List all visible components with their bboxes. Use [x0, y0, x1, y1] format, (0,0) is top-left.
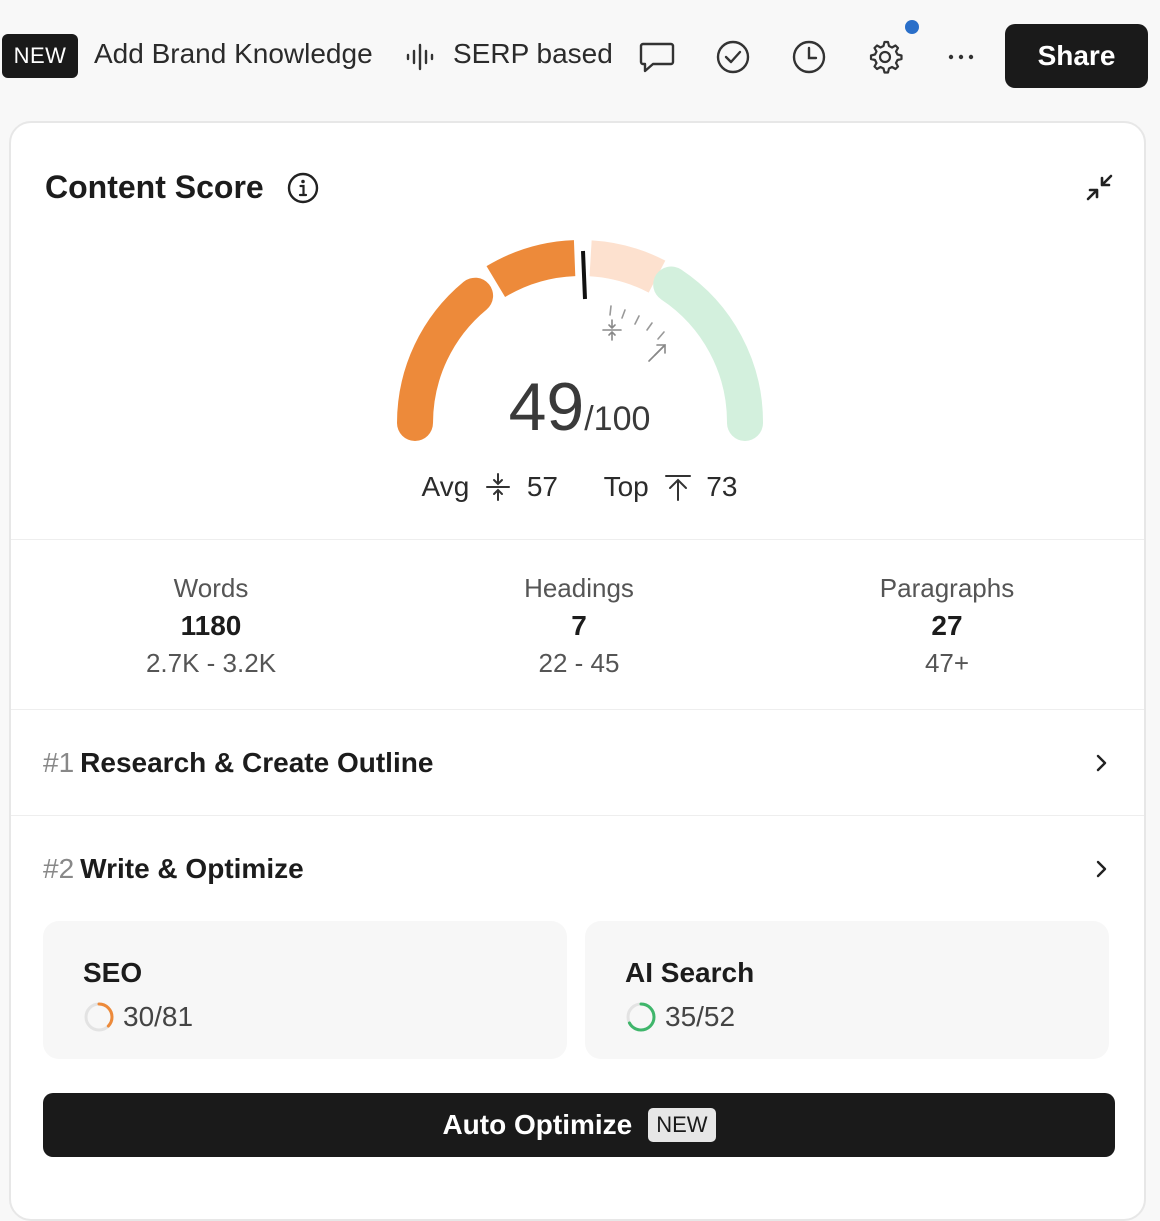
stat-range: 2.7K - 3.2K — [145, 648, 277, 678]
stat-label: Paragraphs — [879, 573, 1015, 603]
section-number: #2 — [43, 853, 75, 884]
divider — [11, 539, 1144, 540]
waveform-icon[interactable] — [404, 41, 436, 73]
auto-optimize-label: Auto Optimize — [442, 1109, 633, 1140]
avg-label: Avg — [421, 470, 470, 502]
section-write-optimize[interactable]: #2 Write & Optimize — [43, 853, 304, 885]
content-score-card: Content Score — [9, 121, 1146, 1221]
serp-based-label[interactable]: SERP based — [453, 38, 613, 69]
stat-value: 1180 — [180, 610, 242, 641]
check-circle-icon[interactable] — [714, 38, 752, 76]
ai-search-progress-ring — [626, 1002, 656, 1032]
gauge-segment-good — [653, 266, 764, 441]
share-button[interactable]: Share — [1005, 24, 1148, 88]
score-max: /100 — [584, 400, 651, 438]
avg-marker-icon — [602, 319, 622, 341]
gauge-dashes — [609, 305, 665, 340]
info-icon[interactable] — [286, 171, 320, 205]
stat-label: Headings — [524, 573, 634, 603]
stat-headings: Headings 7 22 - 45 — [429, 573, 729, 679]
section-research-outline[interactable]: #1 Research & Create Outline — [43, 747, 433, 779]
stat-range: 22 - 45 — [538, 648, 620, 678]
stat-value: 7 — [571, 610, 587, 641]
divider — [11, 709, 1144, 710]
seo-title: SEO — [83, 957, 143, 988]
divider — [11, 815, 1144, 816]
seo-score-card[interactable]: SEO 30/81 — [43, 921, 567, 1059]
stat-range: 47+ — [924, 648, 970, 678]
stat-words: Words 1180 2.7K - 3.2K — [61, 573, 361, 679]
section-title: Research & Create Outline — [80, 747, 434, 778]
more-icon[interactable] — [942, 38, 980, 76]
top-value: 73 — [706, 470, 738, 502]
ai-search-score-card[interactable]: AI Search 35/52 — [585, 921, 1109, 1059]
content-score-title: Content Score — [45, 169, 264, 205]
section-title: Write & Optimize — [80, 853, 304, 884]
gauge-segment-filled-2 — [486, 240, 576, 298]
collapse-icon[interactable] — [1083, 171, 1117, 205]
clock-icon[interactable] — [790, 38, 828, 76]
top-toolbar: NEW Add Brand Knowledge SERP based Share — [0, 0, 1160, 112]
auto-optimize-button[interactable]: Auto Optimize NEW — [43, 1093, 1115, 1157]
gear-icon[interactable] — [866, 38, 904, 76]
stat-label: Words — [173, 573, 249, 603]
score-gauge — [397, 240, 764, 441]
section-number: #1 — [43, 747, 75, 778]
stat-value: 27 — [931, 610, 963, 641]
notification-dot — [905, 20, 919, 34]
comment-icon[interactable] — [638, 38, 676, 76]
ai-search-title: AI Search — [625, 957, 755, 988]
top-marker-icon — [648, 344, 666, 362]
avg-icon — [486, 472, 511, 501]
score-number: 49 — [508, 369, 585, 445]
gauge-segment-pending — [589, 240, 666, 293]
add-brand-knowledge-link[interactable]: Add Brand Knowledge — [94, 38, 373, 69]
new-badge: NEW — [2, 34, 78, 78]
seo-value: 30/81 — [123, 1001, 194, 1032]
stat-paragraphs: Paragraphs 27 47+ — [797, 573, 1097, 679]
gauge-segment-filled-1 — [397, 277, 494, 441]
gauge-needle — [581, 250, 587, 300]
ai-search-value: 35/52 — [665, 1001, 736, 1032]
top-label: Top — [603, 470, 649, 502]
top-icon — [664, 474, 691, 501]
auto-optimize-new-badge: NEW — [648, 1108, 716, 1142]
chevron-right-icon[interactable] — [1089, 751, 1113, 775]
avg-value: 57 — [526, 470, 559, 502]
avg-top-row: Avg 57 Top 73 — [11, 469, 1148, 503]
score-value: 49/100 — [11, 368, 1148, 446]
chevron-right-icon[interactable] — [1089, 857, 1113, 881]
seo-progress-ring — [84, 1002, 114, 1032]
